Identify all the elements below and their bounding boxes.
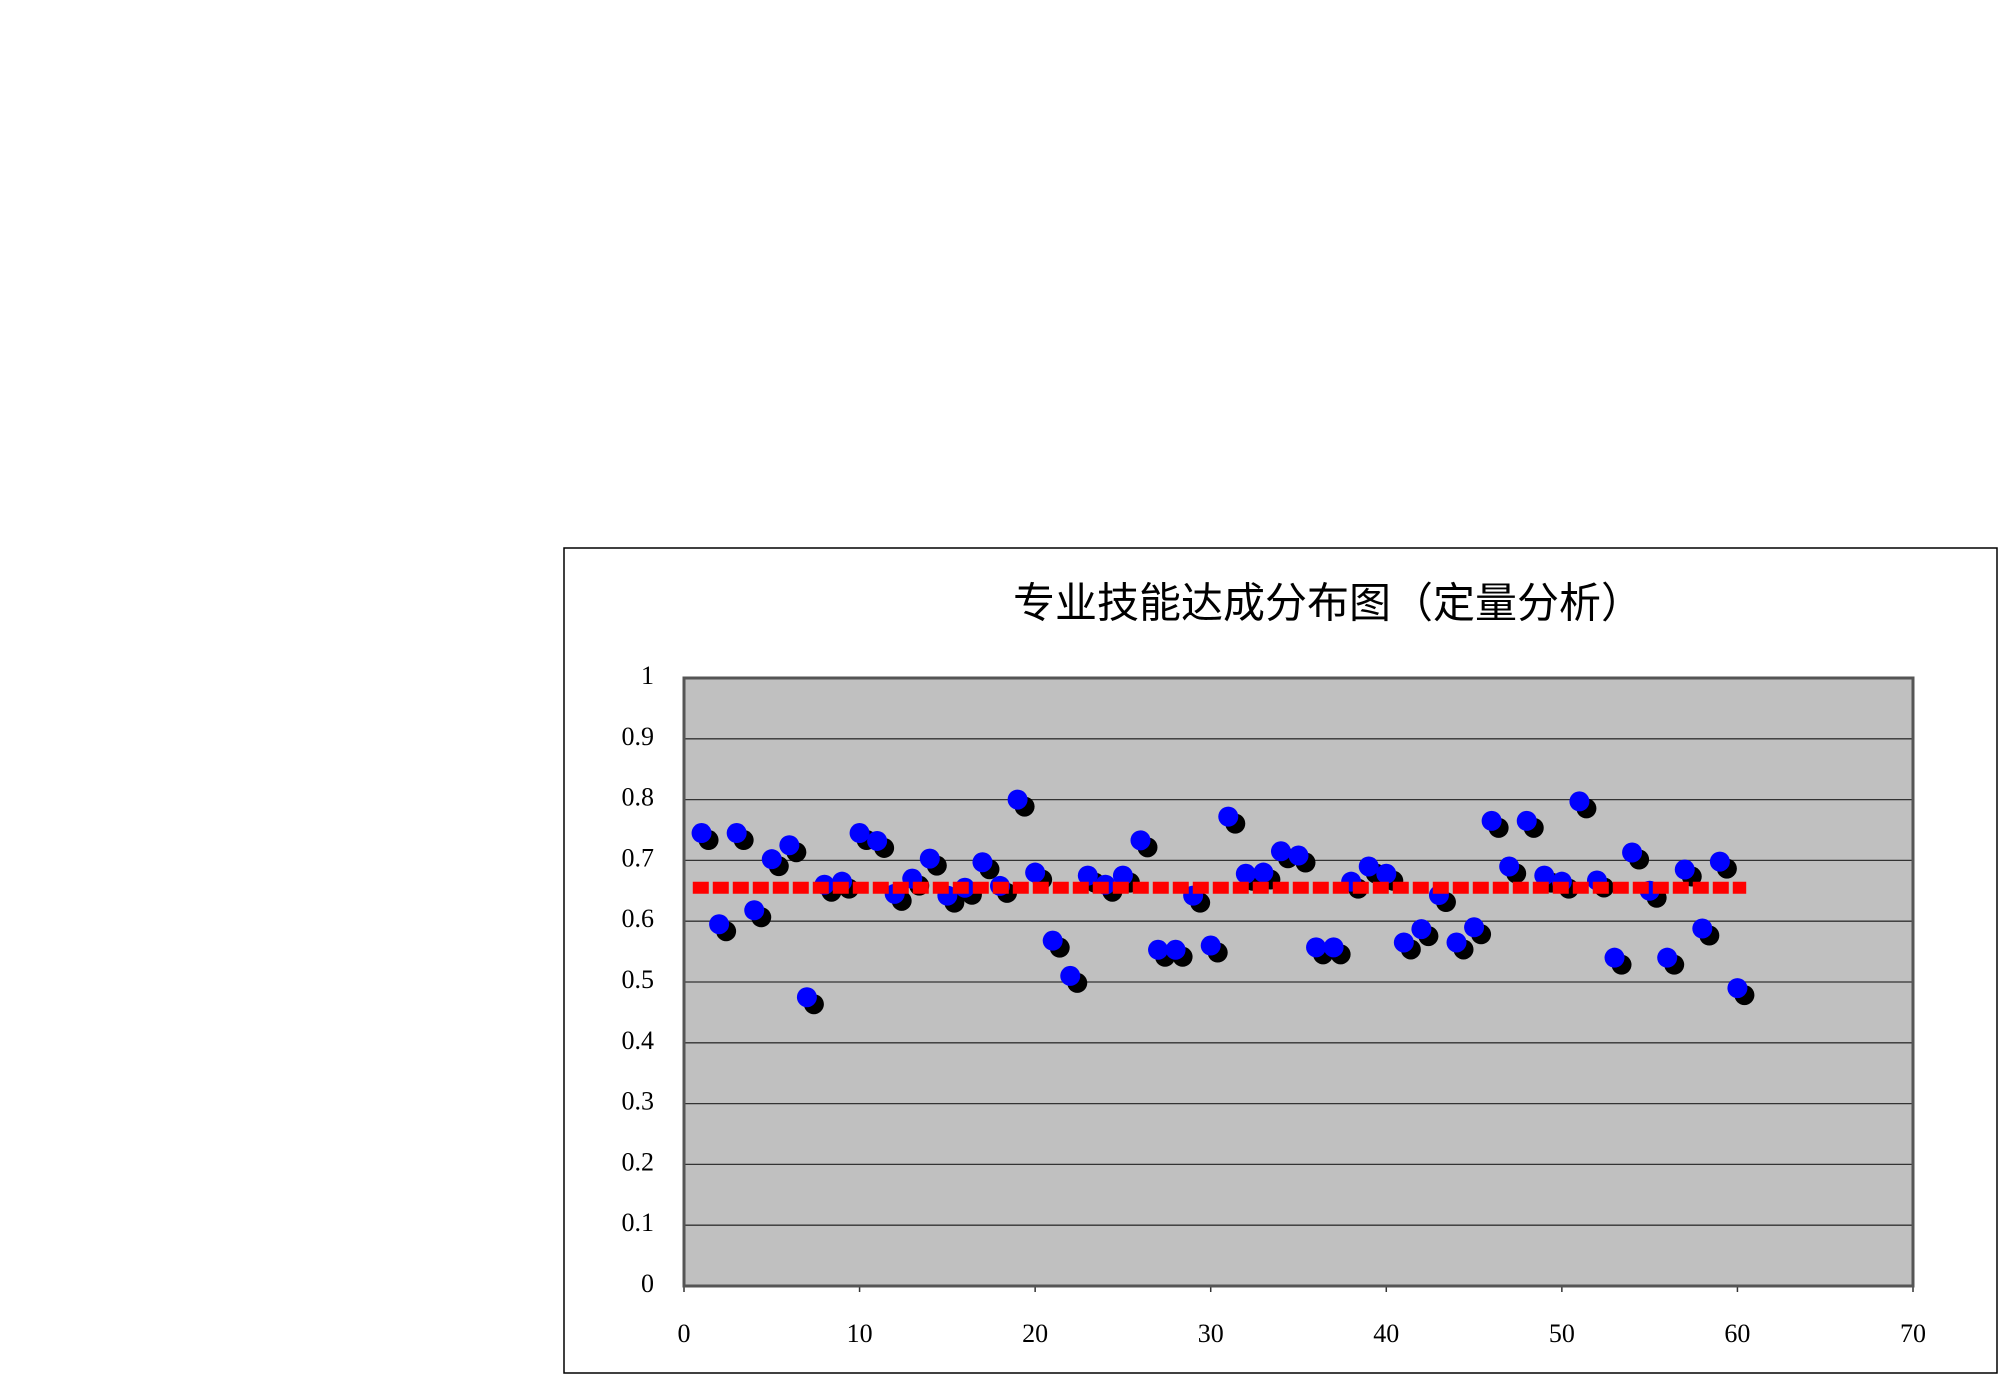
point bbox=[1288, 845, 1309, 866]
point bbox=[1446, 932, 1467, 953]
point bbox=[744, 900, 765, 921]
x-tick-label: 30 bbox=[1198, 1319, 1224, 1348]
point bbox=[1411, 919, 1432, 940]
chart-title: 专业技能达成分布图（定量分析） bbox=[1013, 581, 1643, 628]
point bbox=[919, 848, 940, 869]
point bbox=[1270, 841, 1291, 862]
point bbox=[761, 849, 782, 870]
y-tick-label: 0.6 bbox=[622, 904, 655, 933]
point bbox=[1534, 865, 1555, 886]
point bbox=[1235, 863, 1256, 884]
point bbox=[1148, 939, 1169, 960]
point bbox=[796, 987, 817, 1008]
point bbox=[1130, 830, 1151, 851]
point bbox=[1376, 863, 1397, 884]
y-tick-label: 0.7 bbox=[622, 843, 655, 872]
point bbox=[779, 835, 800, 856]
x-tick-label: 20 bbox=[1022, 1319, 1048, 1348]
point bbox=[1218, 806, 1239, 827]
plot-border bbox=[682, 676, 1915, 1288]
y-tick-label: 1 bbox=[641, 661, 654, 690]
x-tick-label: 70 bbox=[1900, 1319, 1926, 1348]
point bbox=[1077, 865, 1098, 886]
y-tick-label: 0.3 bbox=[622, 1087, 655, 1116]
x-tick-label: 40 bbox=[1373, 1319, 1399, 1348]
point bbox=[1727, 978, 1748, 999]
point bbox=[1306, 937, 1327, 958]
point bbox=[691, 823, 712, 844]
point bbox=[972, 852, 993, 873]
y-tick-label: 0.2 bbox=[622, 1147, 655, 1176]
y-tick-label: 0.5 bbox=[622, 965, 655, 994]
x-tick-label: 60 bbox=[1724, 1319, 1750, 1348]
point bbox=[726, 823, 747, 844]
point bbox=[1007, 789, 1028, 810]
point bbox=[1112, 865, 1133, 886]
y-tick-label: 0.9 bbox=[622, 722, 655, 751]
point bbox=[1657, 947, 1678, 968]
point bbox=[1323, 937, 1344, 958]
point bbox=[1253, 862, 1274, 883]
point bbox=[1200, 935, 1221, 956]
x-tick-label: 10 bbox=[847, 1319, 873, 1348]
point bbox=[849, 823, 870, 844]
point bbox=[1165, 939, 1186, 960]
point bbox=[1569, 791, 1590, 812]
point bbox=[1674, 859, 1695, 880]
point bbox=[1393, 932, 1414, 953]
point bbox=[1499, 856, 1520, 877]
y-tick-label: 0.1 bbox=[622, 1208, 655, 1237]
x-tick-label: 50 bbox=[1549, 1319, 1575, 1348]
y-tick-label: 0.8 bbox=[622, 783, 655, 812]
point bbox=[1709, 851, 1730, 872]
x-tick-label: 0 bbox=[678, 1319, 691, 1348]
y-tick-label: 0 bbox=[641, 1269, 654, 1298]
point bbox=[1042, 930, 1063, 951]
point bbox=[867, 830, 888, 851]
point bbox=[1464, 917, 1485, 938]
point bbox=[709, 914, 730, 935]
y-tick-label: 0.4 bbox=[622, 1026, 655, 1055]
point bbox=[1604, 947, 1625, 968]
point bbox=[1622, 842, 1643, 863]
point bbox=[1481, 810, 1502, 831]
point bbox=[1358, 856, 1379, 877]
point bbox=[1692, 918, 1713, 939]
point bbox=[1060, 965, 1081, 986]
point bbox=[1025, 862, 1046, 883]
point bbox=[1516, 810, 1537, 831]
